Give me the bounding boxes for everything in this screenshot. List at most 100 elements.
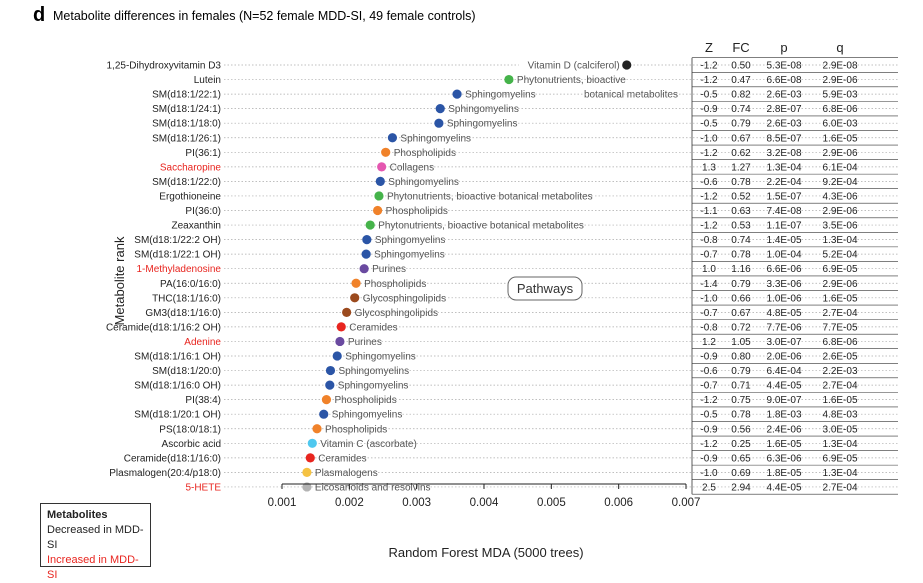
- z-value: -1.2: [700, 191, 718, 202]
- metabolite-label: 1,25-Dihydroxyvitamin D3: [107, 61, 222, 72]
- p-value: 1.5E-07: [766, 191, 801, 202]
- q-value: 1.6E-05: [822, 395, 857, 406]
- data-row: PI(36:0) Phospholipids -1.1 0.63 7.4E-08 2.9E…: [185, 205, 898, 219]
- data-point: [622, 60, 632, 70]
- metabolite-label: PI(36:1): [185, 148, 221, 159]
- z-value: -1.4: [700, 279, 718, 290]
- p-value: 1.4E-05: [766, 235, 801, 246]
- p-value: 6.6E-06: [766, 264, 801, 275]
- fc-value: 0.52: [731, 191, 751, 202]
- z-value: 1.2: [702, 337, 716, 348]
- data-point: [434, 118, 444, 128]
- data-row: PI(38:4) Phospholipids -1.2 0.75 9.0E-07 1.6E…: [185, 395, 898, 408]
- fc-value: 0.53: [731, 221, 751, 232]
- pathway-label: Phospholipids: [334, 395, 396, 406]
- metabolite-label: Saccharopine: [160, 162, 222, 173]
- chart-title: Metabolite differences in females (N=52 …: [53, 9, 476, 23]
- q-value: 6.1E-04: [822, 162, 857, 173]
- pathway-label: Purines: [372, 264, 406, 275]
- metabolite-label: SM(d18:1/22:1): [152, 90, 221, 101]
- pathway-label: Sphingomyelins: [448, 104, 519, 115]
- metabolite-label: Lutein: [194, 75, 221, 86]
- p-value: 1.1E-07: [766, 221, 801, 232]
- data-point: [504, 74, 514, 85]
- pathway-label: Sphingomyelins: [465, 90, 536, 101]
- x-tick-label: 0.001: [268, 497, 297, 509]
- q-value: 2.2E-03: [822, 366, 857, 377]
- z-value: -0.7: [700, 308, 718, 319]
- data-row: Zeaxanthin Phytonutrients, bioactive bota…: [172, 220, 898, 233]
- x-tick-label: 0.006: [604, 497, 633, 509]
- p-value: 4.4E-05: [766, 482, 801, 493]
- pathway-label: Vitamin D (calciferol): [528, 61, 620, 72]
- data-point: [373, 205, 383, 216]
- p-value: 6.4E-04: [766, 366, 801, 377]
- data-point: [361, 249, 371, 259]
- data-row: PI(36:1) Phospholipids -1.2 0.62 3.2E-08 2.9E…: [185, 147, 898, 160]
- header-p: p: [780, 40, 787, 55]
- x-tick-label: 0.007: [672, 497, 701, 509]
- p-value: 1.3E-04: [766, 162, 801, 173]
- q-value: 6.0E-03: [822, 119, 857, 130]
- header-q: q: [836, 40, 843, 55]
- data-point: [375, 176, 385, 186]
- data-point: [319, 409, 329, 419]
- fc-value: 0.80: [731, 352, 751, 363]
- pathway-label: Phospholipids: [325, 424, 387, 435]
- stats-headers: Z FC p q: [705, 40, 844, 55]
- pathway-label: Phytonutrients, bioactive: [517, 75, 626, 86]
- q-value: 1.6E-05: [822, 133, 857, 144]
- p-value: 7.7E-06: [766, 322, 801, 333]
- p-value: 3.3E-06: [766, 279, 801, 290]
- pathway-label: Sphingomyelins: [447, 119, 518, 130]
- pathway-label: Phospholipids: [364, 279, 426, 290]
- q-value: 1.6E-05: [822, 293, 857, 304]
- panel-letter: d: [33, 4, 45, 26]
- fc-value: 0.79: [731, 119, 751, 130]
- q-value: 5.9E-03: [822, 90, 857, 101]
- data-point: [351, 278, 361, 288]
- pathway-label: Glycosphingolipids: [363, 293, 446, 304]
- data-point: [362, 235, 372, 245]
- fc-value: 1.27: [731, 162, 751, 173]
- pathway-label: Phytonutrients, bioactive botanical meta…: [378, 221, 584, 232]
- metabolite-label: SM(d18:1/26:1): [152, 133, 221, 144]
- q-value: 2.9E-06: [822, 148, 857, 159]
- z-value: 1.0: [702, 264, 716, 275]
- p-value: 2.6E-03: [766, 119, 801, 130]
- p-value: 2.4E-06: [766, 424, 801, 435]
- z-value: -0.5: [700, 119, 718, 130]
- p-value: 7.4E-08: [766, 206, 801, 217]
- data-row: Ceramide(d18:1/16:2 OH) Ceramides -0.8 0.72…: [106, 322, 898, 335]
- fc-value: 0.56: [731, 424, 751, 435]
- z-value: -1.2: [700, 221, 718, 232]
- metabolite-label: PS(18:0/18:1): [159, 424, 221, 435]
- x-tick-label: 0.002: [335, 497, 364, 509]
- pathway-label: Collagens: [390, 162, 434, 173]
- p-value: 4.8E-05: [766, 308, 801, 319]
- data-row: Ceramide(d18:1/16:0) Ceramides -0.9 0.65 6.3…: [124, 453, 898, 466]
- data-row: SM(d18:1/22:2 OH) Sphingomyelins -0.8 0.74 1…: [134, 235, 898, 248]
- pathway-label: Sphingomyelins: [374, 250, 445, 261]
- data-row: Plasmalogen(20:4/p18:0) Plasmalogens -1.0 0…: [109, 467, 898, 480]
- pathway-label: Ceramides: [349, 322, 397, 333]
- legend-item-increased: Increased in MDD-SI: [47, 554, 139, 581]
- metabolite-label: 1-Methyladenosine: [137, 264, 222, 275]
- data-row: SM(d18:1/24:1) Sphingomyelins -0.9 0.74 2.8E…: [152, 104, 898, 117]
- metabolite-label: Plasmalogen(20:4/p18:0): [109, 468, 221, 479]
- pathway-label: Plasmalogens: [315, 468, 378, 479]
- q-value: 2.6E-05: [822, 352, 857, 363]
- metabolite-label: SM(d18:1/24:1): [152, 104, 221, 115]
- p-value: 2.6E-03: [766, 90, 801, 101]
- data-point: [387, 133, 398, 143]
- p-value: 3.2E-08: [766, 148, 801, 159]
- z-value: -0.5: [700, 410, 718, 421]
- data-point: [325, 380, 335, 390]
- q-value: 2.7E-04: [822, 482, 857, 493]
- x-tick-label: 0.004: [470, 497, 499, 509]
- p-value: 1.8E-03: [766, 410, 801, 421]
- data-point: [335, 336, 345, 347]
- fc-value: 0.65: [731, 453, 751, 464]
- z-value: -1.2: [700, 148, 718, 159]
